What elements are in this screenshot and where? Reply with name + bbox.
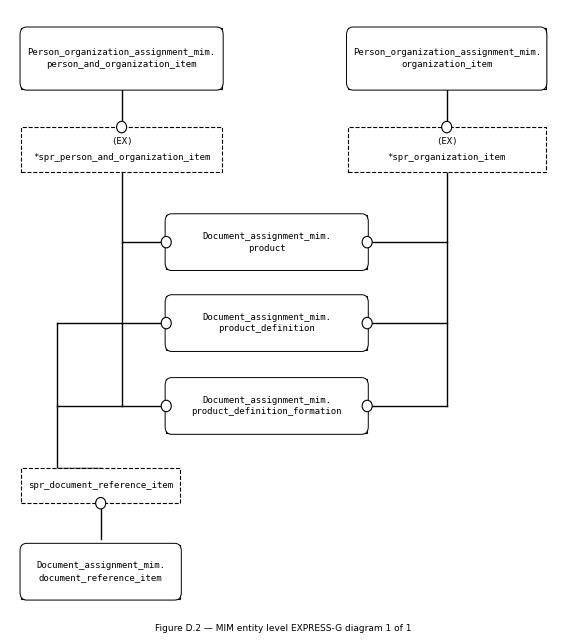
Circle shape (95, 498, 106, 509)
Bar (348, 28, 546, 89)
Circle shape (161, 400, 172, 412)
Text: Person_organization_assignment_mim.
organization_item: Person_organization_assignment_mim. orga… (353, 48, 541, 69)
FancyBboxPatch shape (165, 213, 368, 271)
Text: (EX): (EX) (111, 136, 132, 145)
Circle shape (161, 237, 172, 248)
Text: spr_document_reference_item: spr_document_reference_item (28, 481, 173, 490)
FancyBboxPatch shape (20, 27, 223, 90)
Bar (21, 468, 180, 503)
Circle shape (362, 237, 372, 248)
Circle shape (362, 400, 372, 412)
Text: Document_assignment_mim.
product_definition_formation: Document_assignment_mim. product_definit… (191, 395, 342, 417)
Circle shape (116, 122, 127, 133)
Bar (21, 127, 222, 172)
Text: *spr_organization_item: *spr_organization_item (387, 153, 506, 162)
Text: Document_assignment_mim.
document_reference_item: Document_assignment_mim. document_refere… (36, 561, 165, 582)
Circle shape (442, 122, 452, 133)
Bar (21, 28, 222, 89)
Bar (21, 545, 180, 599)
Bar (166, 379, 367, 433)
Circle shape (362, 318, 372, 329)
Text: Document_assignment_mim.
product_definition: Document_assignment_mim. product_definit… (202, 312, 331, 334)
Text: (EX): (EX) (436, 136, 457, 145)
FancyBboxPatch shape (165, 294, 368, 352)
Bar (166, 296, 367, 350)
Text: Person_organization_assignment_mim.
person_and_organization_item: Person_organization_assignment_mim. pers… (27, 48, 216, 69)
Bar (166, 215, 367, 269)
Bar (348, 127, 546, 172)
Text: Document_assignment_mim.
product: Document_assignment_mim. product (202, 231, 331, 253)
FancyBboxPatch shape (346, 27, 547, 90)
Text: Figure D.2 — MIM entity level EXPRESS-G diagram 1 of 1: Figure D.2 — MIM entity level EXPRESS-G … (155, 624, 412, 633)
Text: *spr_person_and_organization_item: *spr_person_and_organization_item (33, 153, 210, 162)
Circle shape (161, 318, 172, 329)
FancyBboxPatch shape (20, 543, 181, 600)
FancyBboxPatch shape (165, 377, 368, 434)
